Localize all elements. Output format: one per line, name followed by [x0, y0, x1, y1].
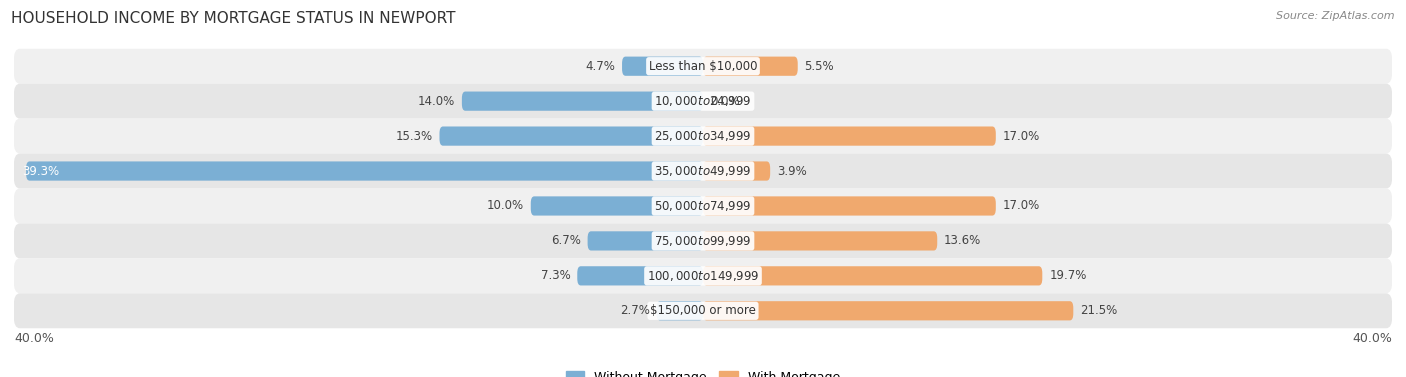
Text: 7.3%: 7.3%: [541, 269, 571, 282]
Legend: Without Mortgage, With Mortgage: Without Mortgage, With Mortgage: [561, 366, 845, 377]
FancyBboxPatch shape: [14, 49, 1392, 84]
Text: HOUSEHOLD INCOME BY MORTGAGE STATUS IN NEWPORT: HOUSEHOLD INCOME BY MORTGAGE STATUS IN N…: [11, 11, 456, 26]
Text: $35,000 to $49,999: $35,000 to $49,999: [654, 164, 752, 178]
Text: 40.0%: 40.0%: [1353, 332, 1392, 345]
Text: 4.7%: 4.7%: [585, 60, 616, 73]
Text: Source: ZipAtlas.com: Source: ZipAtlas.com: [1277, 11, 1395, 21]
Text: $25,000 to $34,999: $25,000 to $34,999: [654, 129, 752, 143]
FancyBboxPatch shape: [703, 161, 770, 181]
FancyBboxPatch shape: [703, 196, 995, 216]
Text: 19.7%: 19.7%: [1049, 269, 1087, 282]
FancyBboxPatch shape: [27, 161, 703, 181]
FancyBboxPatch shape: [14, 119, 1392, 153]
Text: 10.0%: 10.0%: [486, 199, 524, 213]
Text: $10,000 to $24,999: $10,000 to $24,999: [654, 94, 752, 108]
FancyBboxPatch shape: [440, 126, 703, 146]
Text: 21.5%: 21.5%: [1080, 304, 1118, 317]
FancyBboxPatch shape: [703, 231, 938, 251]
Text: $150,000 or more: $150,000 or more: [650, 304, 756, 317]
Text: 39.3%: 39.3%: [22, 164, 60, 178]
Text: $100,000 to $149,999: $100,000 to $149,999: [647, 269, 759, 283]
FancyBboxPatch shape: [703, 126, 995, 146]
FancyBboxPatch shape: [703, 57, 797, 76]
FancyBboxPatch shape: [14, 84, 1392, 119]
Text: 2.7%: 2.7%: [620, 304, 650, 317]
Text: $75,000 to $99,999: $75,000 to $99,999: [654, 234, 752, 248]
Text: 13.6%: 13.6%: [945, 234, 981, 247]
FancyBboxPatch shape: [531, 196, 703, 216]
Text: 6.7%: 6.7%: [551, 234, 581, 247]
Text: 14.0%: 14.0%: [418, 95, 456, 108]
Text: Less than $10,000: Less than $10,000: [648, 60, 758, 73]
FancyBboxPatch shape: [703, 301, 1073, 320]
FancyBboxPatch shape: [14, 188, 1392, 224]
FancyBboxPatch shape: [461, 92, 703, 111]
FancyBboxPatch shape: [588, 231, 703, 251]
FancyBboxPatch shape: [578, 266, 703, 285]
FancyBboxPatch shape: [14, 153, 1392, 188]
Text: 5.5%: 5.5%: [804, 60, 834, 73]
Text: 3.9%: 3.9%: [778, 164, 807, 178]
Text: 17.0%: 17.0%: [1002, 199, 1040, 213]
Text: $50,000 to $74,999: $50,000 to $74,999: [654, 199, 752, 213]
Text: 0.0%: 0.0%: [710, 95, 740, 108]
Text: 17.0%: 17.0%: [1002, 130, 1040, 143]
FancyBboxPatch shape: [14, 224, 1392, 258]
FancyBboxPatch shape: [657, 301, 703, 320]
FancyBboxPatch shape: [14, 258, 1392, 293]
Text: 15.3%: 15.3%: [395, 130, 433, 143]
FancyBboxPatch shape: [621, 57, 703, 76]
FancyBboxPatch shape: [703, 266, 1042, 285]
FancyBboxPatch shape: [14, 293, 1392, 328]
Text: 40.0%: 40.0%: [14, 332, 53, 345]
